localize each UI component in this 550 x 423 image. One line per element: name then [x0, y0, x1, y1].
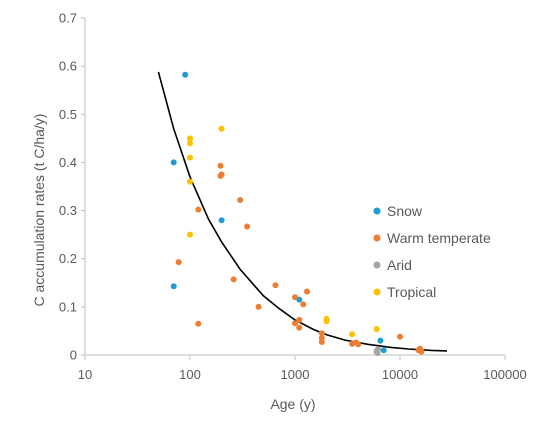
legend-label: Tropical [387, 284, 436, 300]
data-point [304, 288, 310, 295]
y-tick-label: 0.6 [59, 59, 77, 74]
data-point [373, 326, 380, 332]
data-point [218, 217, 225, 224]
legend: Snow Warm temperate Arid Tropical [373, 203, 491, 300]
y-tick-label: 0.7 [59, 11, 77, 26]
trendline-layer [157, 71, 448, 352]
data-point [195, 320, 202, 327]
data-point [195, 206, 202, 213]
data-point [296, 324, 303, 331]
axes: 0 0.1 0.2 0.3 0.4 0.5 0.6 0.7 10 100 1000 10000 1000… [59, 11, 527, 383]
series-tropical [187, 125, 380, 338]
data-point [182, 71, 189, 78]
y-axis-title: C accumulation rates (t C/ha/y) [31, 114, 47, 307]
legend-item: Warm temperate [373, 230, 491, 246]
legend-marker [373, 234, 381, 242]
data-point [218, 125, 225, 132]
series-snow [170, 71, 387, 354]
data-point [292, 320, 298, 327]
data-point [380, 347, 387, 354]
data-point [187, 140, 193, 147]
legend-marker [373, 288, 381, 296]
data-point [292, 294, 298, 301]
data-point [349, 331, 356, 338]
data-point [300, 301, 307, 308]
x-tick-label: 1000 [281, 367, 310, 382]
legend-label: Warm temperate [387, 230, 491, 246]
data-point [272, 282, 279, 289]
data-point [187, 154, 193, 161]
legend-item: Snow [373, 203, 423, 219]
data-point [187, 135, 193, 142]
data-point [355, 341, 362, 348]
data-point [397, 333, 403, 340]
y-tick-label: 0 [70, 348, 77, 363]
data-point [244, 223, 251, 230]
data-point [255, 303, 262, 310]
legend-item: Arid [373, 257, 412, 273]
data-point [237, 197, 244, 203]
legend-label: Snow [387, 203, 423, 219]
data-point [187, 178, 193, 185]
y-tick-label: 0.4 [59, 155, 77, 170]
legend-marker [373, 261, 381, 269]
data-point [377, 337, 384, 344]
data-point [170, 283, 177, 290]
data-point [318, 339, 325, 345]
legend-item: Tropical [373, 284, 436, 300]
series-warm-temperate [175, 162, 425, 355]
x-tick-label: 10 [78, 367, 92, 382]
legend-marker [373, 207, 381, 215]
series-arid [373, 346, 382, 357]
y-tick-label: 0.5 [59, 107, 77, 122]
y-tick-label: 0.3 [59, 203, 77, 218]
data-point [296, 316, 303, 323]
trendline [157, 71, 448, 352]
data-point [375, 346, 382, 353]
x-tick-label: 100 [179, 367, 201, 382]
data-point [170, 159, 177, 166]
x-tick-label: 100000 [483, 367, 526, 382]
data-point [175, 259, 182, 266]
legend-label: Arid [387, 257, 412, 273]
data-point [418, 348, 425, 355]
data-points [170, 71, 425, 357]
y-tick-label: 0.2 [59, 251, 77, 266]
data-point [318, 330, 325, 337]
x-tick-label: 10000 [382, 367, 418, 382]
data-point [230, 276, 237, 283]
x-axis-title: Age (y) [270, 396, 315, 412]
data-point [217, 162, 224, 169]
y-tick-label: 0.1 [59, 299, 77, 314]
data-point [187, 231, 193, 238]
data-point [323, 318, 330, 325]
data-point [218, 171, 225, 178]
